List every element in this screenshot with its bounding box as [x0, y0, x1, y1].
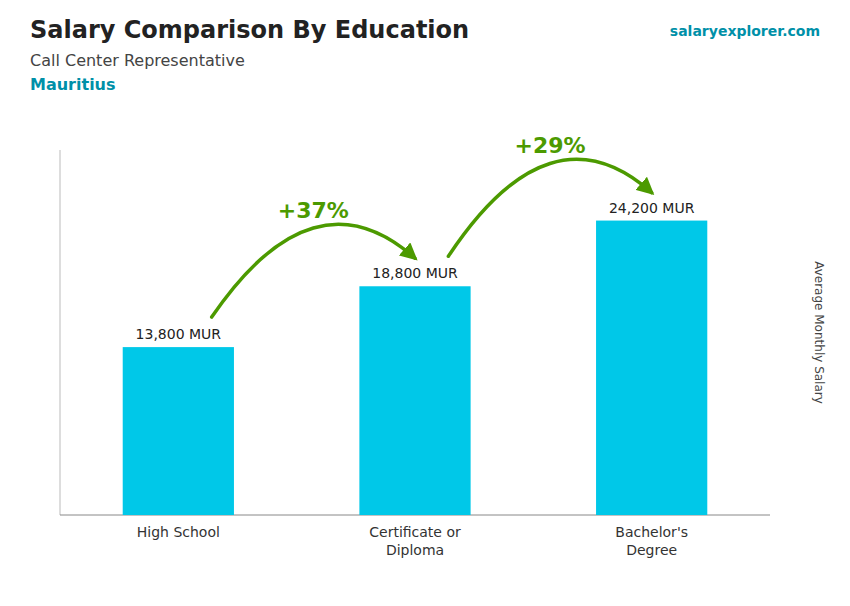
bar [596, 221, 707, 515]
y-axis-label: Average Monthly Salary [812, 261, 826, 404]
subtitle: Mauritius [30, 75, 116, 94]
bars [123, 221, 708, 515]
bar [123, 347, 234, 515]
subtitle: Call Center Representative [30, 51, 245, 70]
data-label: 24,200 MUR [609, 200, 695, 216]
data-label: 13,800 MUR [136, 326, 222, 342]
source: salaryexplorer.com [670, 23, 820, 39]
category-label: High School [137, 524, 220, 540]
annotation: +29% [514, 133, 585, 158]
change-arrow [212, 224, 415, 317]
y-axis-line [60, 150, 61, 515]
category-label-line: High School [137, 524, 220, 540]
chart-container: Salary Comparison By Education Call Cente… [0, 0, 850, 606]
category-label-line: Diploma [386, 542, 444, 558]
data-label: 18,800 MUR [372, 265, 458, 281]
category-label: Bachelor's Degree [615, 524, 688, 558]
bar [359, 286, 470, 515]
chart: Salary Comparison By Education Call Cente… [0, 0, 850, 606]
annotation: +37% [278, 198, 349, 223]
change-arrow [448, 159, 651, 256]
category-label-line: Degree [626, 542, 677, 558]
category-label-line: Bachelor's [615, 524, 688, 540]
category-label-line: Certificate or [369, 524, 461, 540]
title: Salary Comparison By Education [30, 16, 469, 44]
category-label: Certificate or Diploma [369, 524, 461, 558]
